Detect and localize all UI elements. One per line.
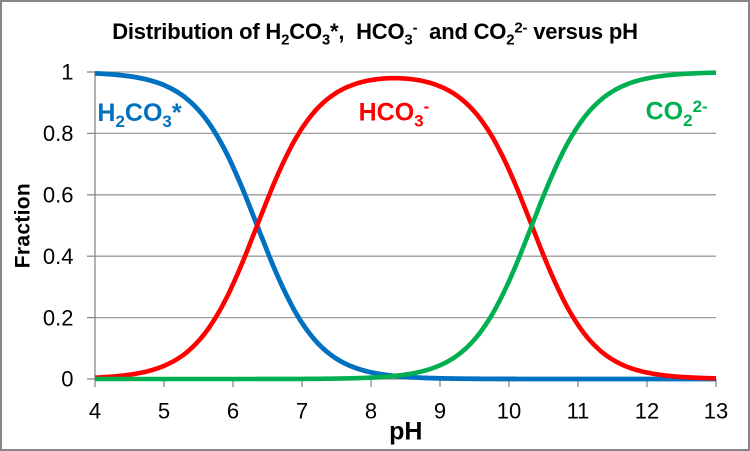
svg-text:13: 13 [704, 399, 728, 424]
svg-text:Fraction: Fraction [12, 183, 35, 268]
svg-text:Distribution of H2CO3*, HCO3-: Distribution of H2CO3*, HCO3- and CO22- … [112, 19, 638, 49]
svg-text:4: 4 [89, 399, 101, 424]
svg-text:9: 9 [434, 399, 446, 424]
svg-text:11: 11 [567, 399, 590, 424]
svg-text:8: 8 [365, 399, 377, 424]
svg-text:0.4: 0.4 [43, 244, 74, 269]
svg-text:pH: pH [389, 418, 422, 446]
svg-text:0.2: 0.2 [43, 305, 74, 330]
svg-text:5: 5 [158, 399, 170, 424]
svg-text:0.8: 0.8 [43, 121, 74, 146]
svg-text:0: 0 [61, 367, 73, 392]
svg-text:12: 12 [635, 399, 659, 424]
svg-text:0.6: 0.6 [43, 183, 74, 208]
svg-text:7: 7 [296, 399, 308, 424]
svg-text:10: 10 [497, 399, 521, 424]
svg-text:1: 1 [61, 60, 73, 85]
svg-text:6: 6 [227, 399, 239, 424]
